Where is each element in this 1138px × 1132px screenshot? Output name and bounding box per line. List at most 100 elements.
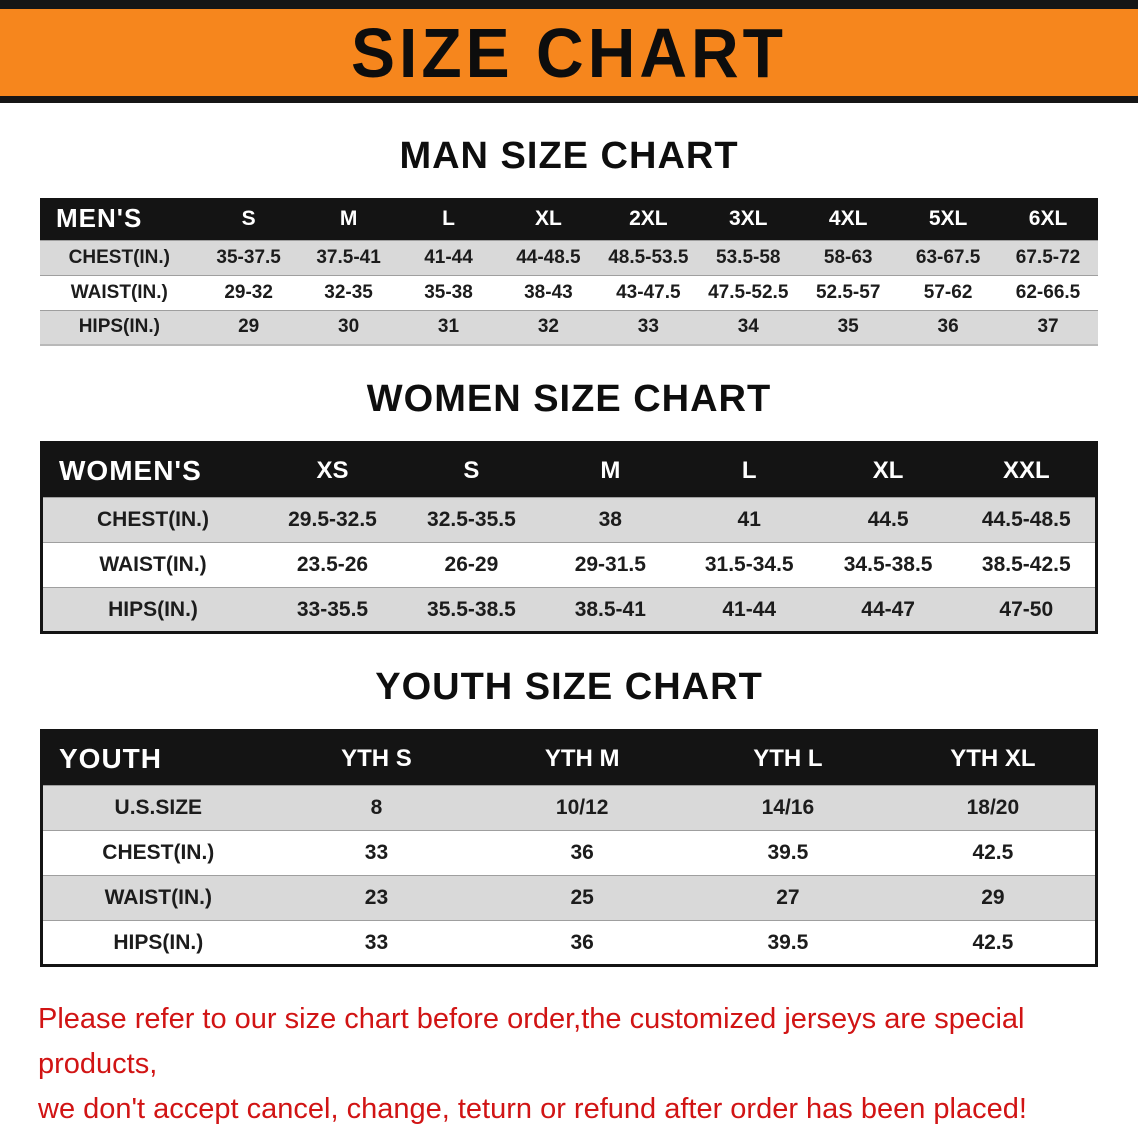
table-row: HIPS(IN.) 33-35.5 35.5-38.5 38.5-41 41-44 44-… [41,587,1097,633]
table-cell: 38.5-41 [540,587,680,633]
table-row-label: HIPS(IN.) [41,587,264,633]
banner: SIZE CHART [0,0,1138,103]
table-column-header: M [540,442,680,498]
table-cell: 36 [479,830,686,876]
disclaimer-line-2: we don't accept cancel, change, teturn o… [38,1092,1027,1125]
table-row: U.S.SIZE 8 10/12 14/16 18/20 [41,785,1097,831]
table-cell: 48.5-53.5 [598,239,699,275]
table-row-label: WAIST(IN.) [41,542,264,588]
youth-size-section: YOUTH SIZE CHART YOUTH YTH S YTH M YTH L YTH… [0,666,1138,967]
table-row: CHEST(IN.) 35-37.5 37.5-41 41-44 44-48.5 48.5… [40,239,1098,275]
table-column-header: YTH M [479,730,686,786]
women-size-table: WOMEN'S XS S M L XL XXL CHEST(IN.) 29.5-32.5 32.5… [40,441,1098,634]
table-column-header: 3XL [698,198,799,240]
men-section-title: MAN SIZE CHART [399,135,739,177]
table-row-label: HIPS(IN.) [40,309,199,345]
table-cell: 44-48.5 [498,239,599,275]
table-cell: 38.5-42.5 [957,542,1097,588]
table-cell: 36 [479,920,686,966]
table-corner-label: WOMEN'S [41,442,264,498]
table-cell: 42.5 [890,920,1097,966]
table-cell: 52.5-57 [798,274,899,310]
youth-section-title: YOUTH SIZE CHART [375,666,763,708]
table-cell: 34 [698,309,799,345]
table-cell: 57-62 [898,274,999,310]
table-cell: 41-44 [679,587,819,633]
table-column-header: S [198,198,299,240]
table-cell: 31.5-34.5 [679,542,819,588]
table-cell: 27 [685,875,891,921]
table-corner-label: YOUTH [41,730,274,786]
table-header-row: MEN'S S M L XL 2XL 3XL 4XL 5XL 6XL [40,198,1098,240]
table-column-header: L [398,198,499,240]
table-cell: 67.5-72 [998,239,1098,275]
table-cell: 30 [298,309,399,345]
table-cell: 32 [498,309,599,345]
table-row-label: HIPS(IN.) [41,920,274,966]
table-cell: 29-32 [198,274,299,310]
table-cell: 32.5-35.5 [401,497,541,543]
table-column-header: YTH L [685,730,891,786]
men-size-table: MEN'S S M L XL 2XL 3XL 4XL 5XL 6XL CHEST(IN.) 35-37… [40,198,1098,346]
table-cell: 41 [679,497,819,543]
table-cell: 23 [273,875,480,921]
table-cell: 33-35.5 [263,587,402,633]
table-row-label: CHEST(IN.) [41,830,274,876]
table-column-header: YTH XL [890,730,1097,786]
table-cell: 31 [398,309,499,345]
table-cell: 33 [273,920,480,966]
table-column-header: XS [263,442,402,498]
table-column-header: 2XL [598,198,699,240]
table-cell: 37 [998,309,1098,345]
table-row: WAIST(IN.) 23 25 27 29 [41,875,1097,921]
women-section-title: WOMEN SIZE CHART [366,378,772,420]
table-cell: 8 [273,785,480,831]
table-cell: 53.5-58 [698,239,799,275]
table-column-header: XL [498,198,599,240]
table-cell: 29 [198,309,299,345]
table-cell: 39.5 [685,830,891,876]
table-cell: 29.5-32.5 [263,497,402,543]
table-cell: 35-37.5 [198,239,299,275]
table-row-label: WAIST(IN.) [40,274,199,310]
table-cell: 25 [479,875,686,921]
table-column-header: XL [818,442,958,498]
table-cell: 47-50 [957,587,1097,633]
table-cell: 63-67.5 [898,239,999,275]
table-cell: 44.5-48.5 [957,497,1097,543]
table-corner-label: MEN'S [40,198,199,240]
table-header-row: WOMEN'S XS S M L XL XXL [41,442,1097,498]
table-column-header: YTH S [273,730,480,786]
table-cell: 47.5-52.5 [698,274,799,310]
table-cell: 35 [798,309,899,345]
table-row: CHEST(IN.) 33 36 39.5 42.5 [41,830,1097,876]
table-cell: 23.5-26 [263,542,402,588]
table-cell: 14/16 [685,785,891,831]
table-cell: 58-63 [798,239,899,275]
table-row-label: WAIST(IN.) [41,875,274,921]
youth-size-table: YOUTH YTH S YTH M YTH L YTH XL U.S.SIZE 8 10/12… [40,729,1098,967]
table-cell: 26-29 [401,542,541,588]
men-size-section: MAN SIZE CHART MEN'S S M L XL 2XL 3XL 4XL 5XL 6XL… [0,135,1138,346]
table-row: WAIST(IN.) 29-32 32-35 35-38 38-43 43-47.5 47.… [40,274,1098,310]
table-row-label: CHEST(IN.) [40,239,199,275]
table-cell: 62-66.5 [998,274,1098,310]
table-row: CHEST(IN.) 29.5-32.5 32.5-35.5 38 41 44.5 44.5… [41,497,1097,543]
table-cell: 44-47 [818,587,958,633]
table-cell: 37.5-41 [298,239,399,275]
table-cell: 32-35 [298,274,399,310]
table-cell: 33 [598,309,699,345]
table-cell: 38 [540,497,680,543]
table-header-row: YOUTH YTH S YTH M YTH L YTH XL [41,730,1097,786]
women-size-section: WOMEN SIZE CHART WOMEN'S XS S M L XL XXL CHEST(… [0,378,1138,634]
table-column-header: S [401,442,541,498]
table-cell: 39.5 [685,920,891,966]
table-cell: 18/20 [890,785,1097,831]
table-cell: 43-47.5 [598,274,699,310]
table-cell: 10/12 [479,785,686,831]
table-row: WAIST(IN.) 23.5-26 26-29 29-31.5 31.5-34.5 34… [41,542,1097,588]
table-column-header: L [679,442,819,498]
table-cell: 33 [273,830,480,876]
table-column-header: XXL [957,442,1097,498]
